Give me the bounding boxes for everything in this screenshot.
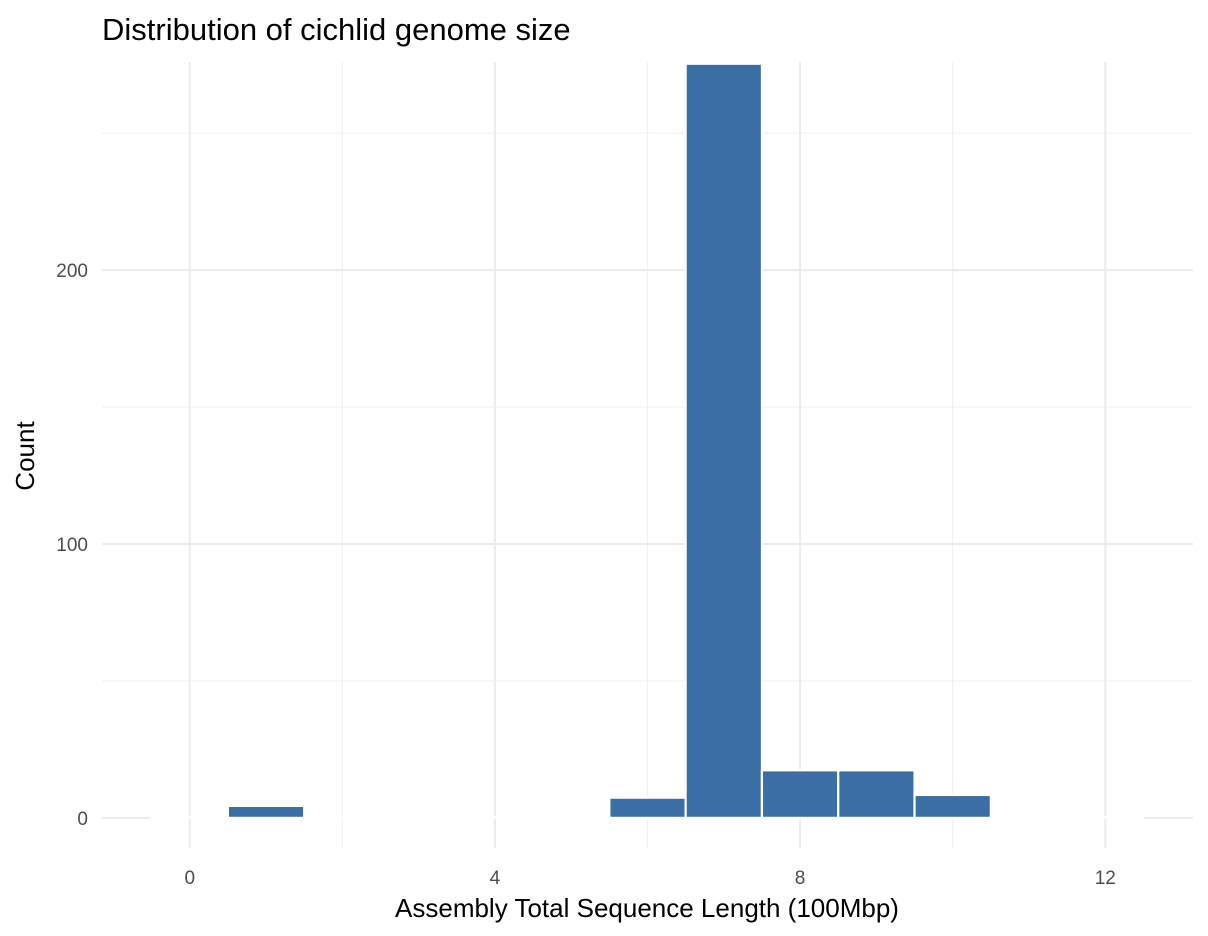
grid-lines <box>102 62 1193 848</box>
histogram-bar <box>226 804 306 819</box>
x-tick-label: 4 <box>490 868 501 889</box>
histogram-bar <box>837 769 916 819</box>
histogram-bar <box>913 793 992 819</box>
histogram-bar <box>531 815 611 819</box>
x-tick-label: 8 <box>795 868 806 889</box>
x-axis-label: Assembly Total Sequence Length (100Mbp) <box>395 893 899 923</box>
y-tick-label: 200 <box>56 261 88 282</box>
histogram-bar <box>303 815 382 819</box>
y-tick-label: 0 <box>77 809 88 830</box>
y-axis-label: Count <box>10 421 40 491</box>
histogram-bar <box>455 815 535 819</box>
histogram-bar <box>608 796 687 819</box>
histogram-bar <box>989 815 1069 819</box>
histogram-bar <box>150 815 229 819</box>
histogram-bar <box>379 815 458 819</box>
y-tick-label: 100 <box>56 535 88 556</box>
x-tick-label: 12 <box>1095 868 1116 889</box>
x-tick-label: 0 <box>184 868 195 889</box>
x-axis-ticks: 0 4 8 12 <box>184 868 1115 889</box>
histogram-bars <box>150 62 1145 819</box>
histogram-bar <box>760 769 840 819</box>
y-axis-ticks: 0 100 200 <box>56 261 88 830</box>
chart-title: Distribution of cichlid genome size <box>102 12 571 47</box>
histogram-bar <box>684 62 764 819</box>
histogram-bar <box>1066 815 1145 819</box>
